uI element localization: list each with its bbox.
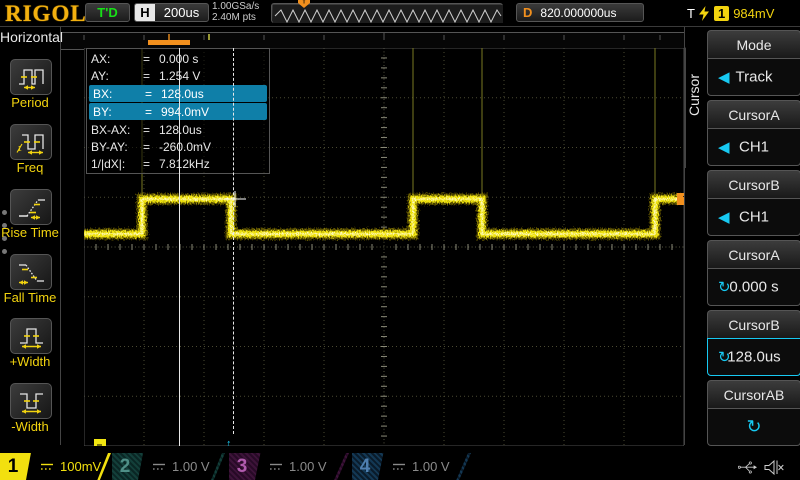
- svg-text:T: T: [302, 0, 305, 6]
